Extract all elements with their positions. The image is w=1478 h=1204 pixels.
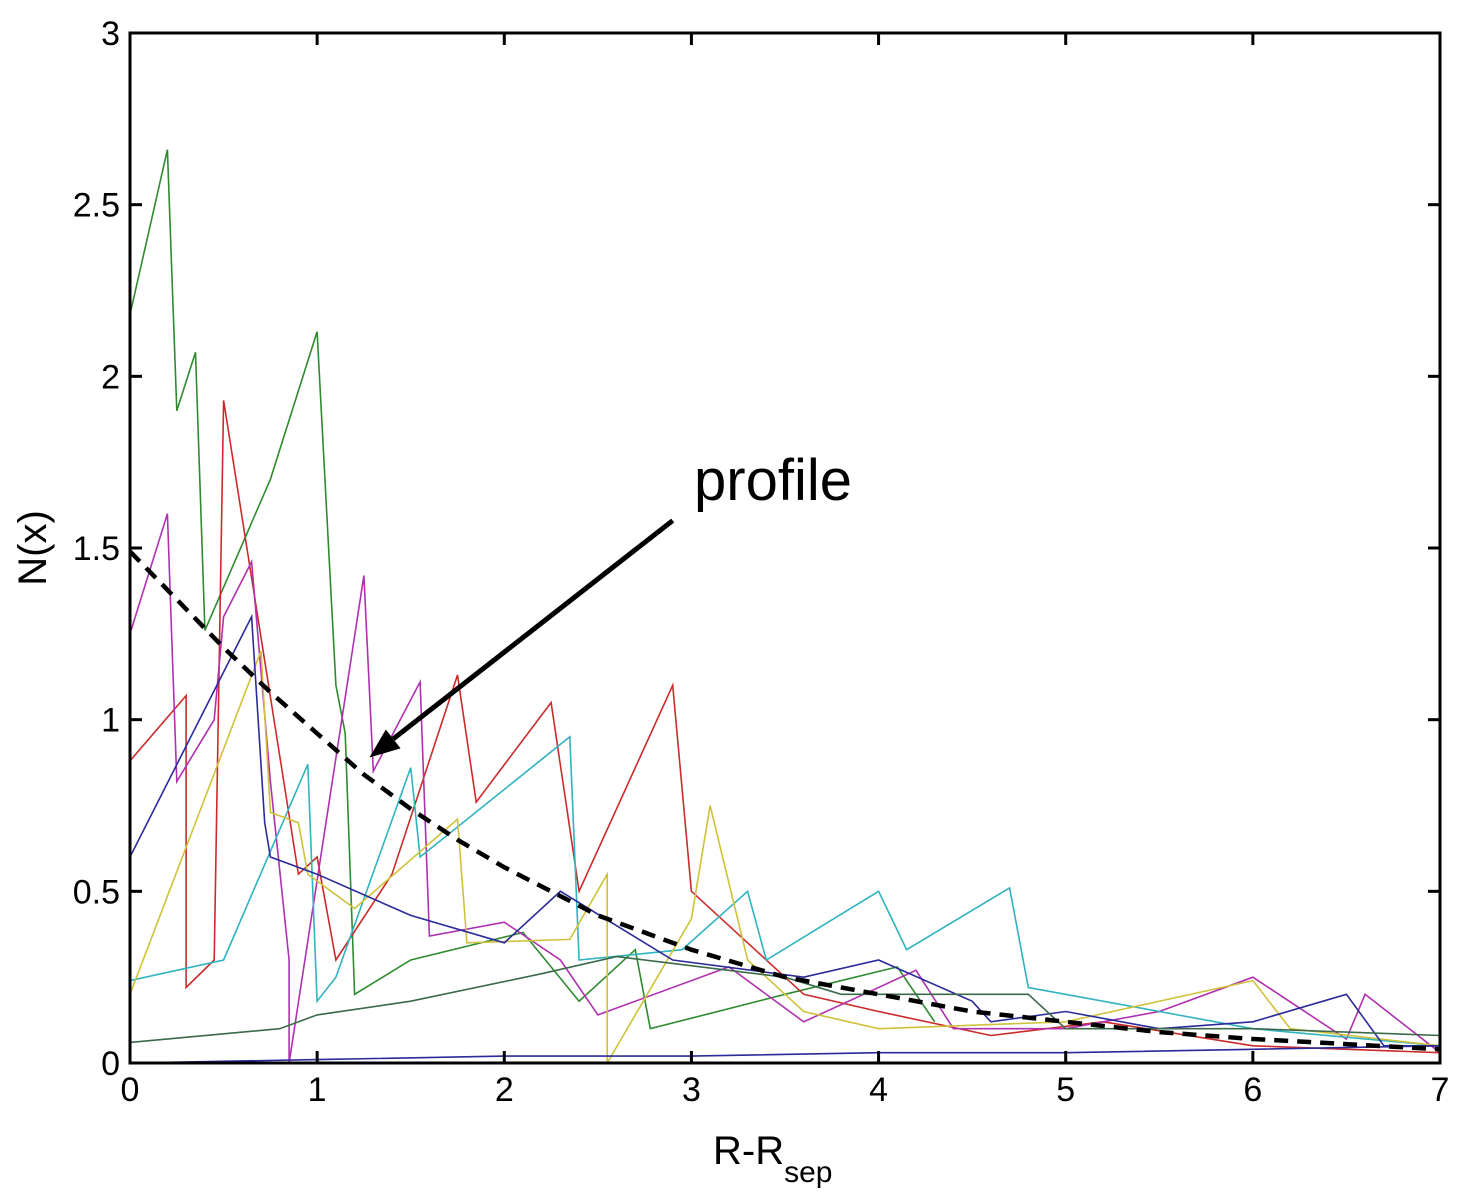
ticks-layer: 0 1 2 3 4 5 6 7 0 0.5 1 1.5 2 2.5 3 <box>73 15 1450 1109</box>
annotation-arrow <box>391 518 675 741</box>
x-tick-label: 0 <box>121 1071 140 1109</box>
x-tick-label: 1 <box>308 1071 327 1109</box>
annotation-layer: profile <box>369 448 852 758</box>
series-line-7 <box>130 955 1440 1044</box>
y-tick-label: 1.5 <box>73 530 120 568</box>
x-tick-label: 2 <box>495 1071 514 1109</box>
series-line-8 <box>130 1045 1440 1063</box>
x-tick-label: 5 <box>1056 1071 1075 1109</box>
series-line-3 <box>130 513 1440 1063</box>
x-tick-label: 7 <box>1431 1071 1450 1109</box>
series-line-1 <box>130 149 936 1030</box>
x-axis-label: R-Rsep <box>713 1129 832 1189</box>
x-tick-label: 4 <box>869 1071 888 1109</box>
annotation-arrowhead <box>369 729 401 758</box>
y-tick-label: 3 <box>101 15 120 53</box>
series-line-5 <box>130 650 1440 1063</box>
y-tick-label: 1 <box>101 702 120 740</box>
series-line-4 <box>130 735 1440 1047</box>
series-line-6 <box>130 613 1440 1047</box>
x-axis-label-main: R-R <box>713 1129 784 1173</box>
x-axis-label-subscript: sep <box>784 1156 832 1189</box>
series-layer <box>130 149 1440 1063</box>
x-tick-label: 3 <box>682 1071 701 1109</box>
y-axis-label: N(x) <box>11 510 55 586</box>
y-tick-label: 2 <box>101 358 120 396</box>
annotation-label: profile <box>694 448 852 513</box>
x-tick-label: 6 <box>1243 1071 1262 1109</box>
y-tick-label: 2.5 <box>73 187 120 225</box>
y-tick-label: 0 <box>101 1045 120 1083</box>
y-tick-label: 0.5 <box>73 873 120 911</box>
